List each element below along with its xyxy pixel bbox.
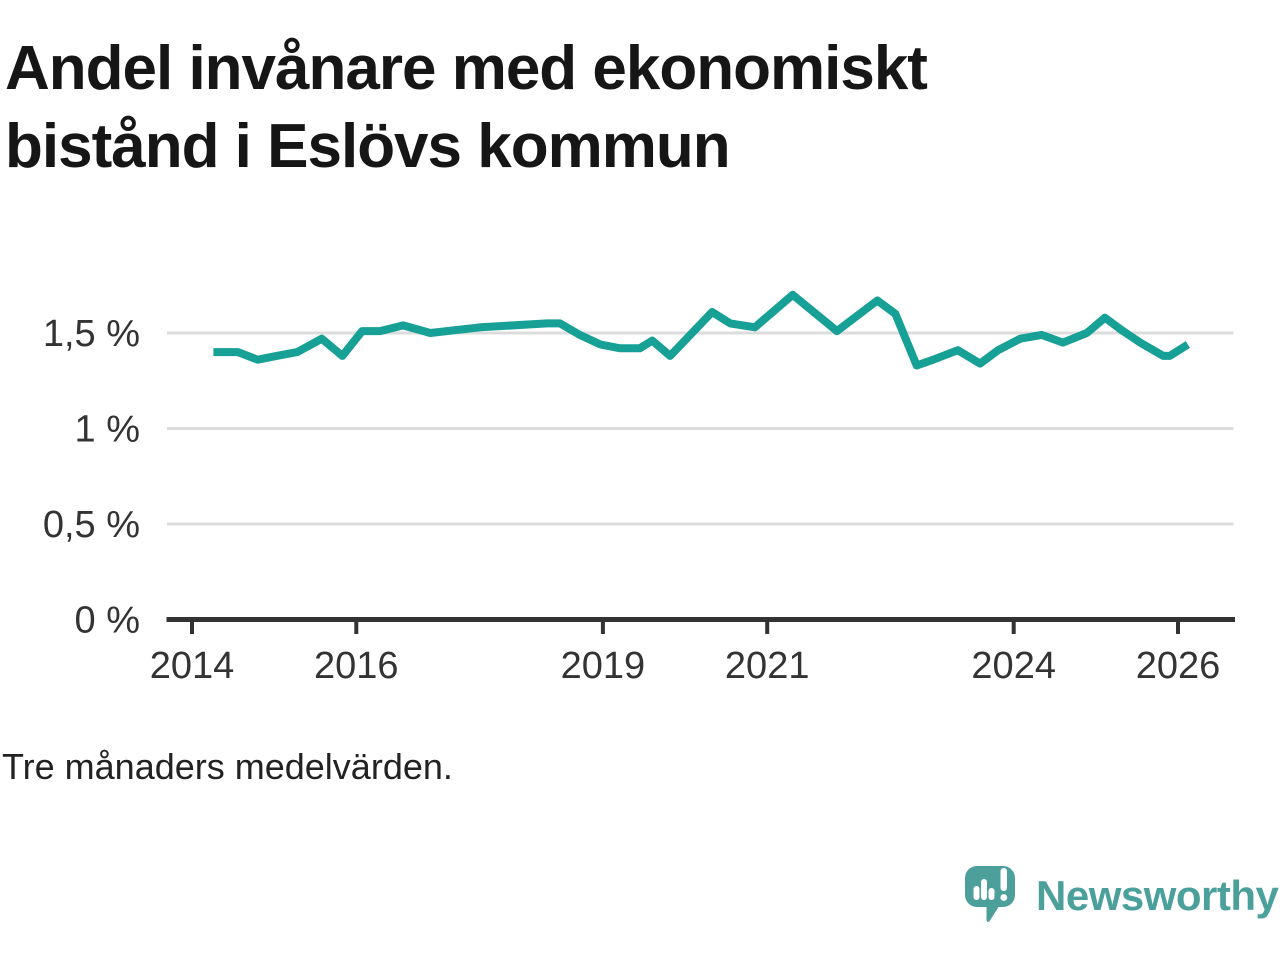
newsworthy-logo: Newsworthy [963,862,1280,932]
trend-line [213,290,1191,370]
x-axis-tick-label: 2016 [314,645,399,687]
x-axis-tick-label: 2024 [971,645,1056,687]
y-axis-tick-label: 1 % [75,409,140,451]
x-axis-tick-label: 2021 [725,645,810,687]
x-axis-tick-label: 2026 [1136,645,1221,687]
x-axis-tick-label: 2014 [150,645,235,687]
y-axis-tick-label: 0 % [75,600,140,642]
exclamation-dot [1000,894,1008,901]
bar-2 [981,879,987,900]
gridlines [167,331,1234,526]
newsworthy-wordmark: Newsworthy [1036,872,1279,919]
y-axis-tick-label: 0,5 % [43,504,140,546]
x-axis-tick-label: 2019 [561,645,646,687]
y-axis-tick-labels: 0 % 0,5 % 1 % 1,5 % [43,313,140,642]
bar-1 [973,886,980,900]
data-line-group [213,290,1191,370]
y-axis-tick-label: 1,5 % [43,313,140,355]
chart-title: Andel invånare med ekonomiskt bistånd i … [5,34,928,182]
newsworthy-logo-icon [965,866,1015,923]
x-axis: 2014 2016 2019 2021 2024 2026 [150,617,1235,687]
bar-3 [988,888,995,900]
exclamation-bar [1000,868,1007,891]
footnote: Tre månaders medelvärden. [2,746,453,787]
